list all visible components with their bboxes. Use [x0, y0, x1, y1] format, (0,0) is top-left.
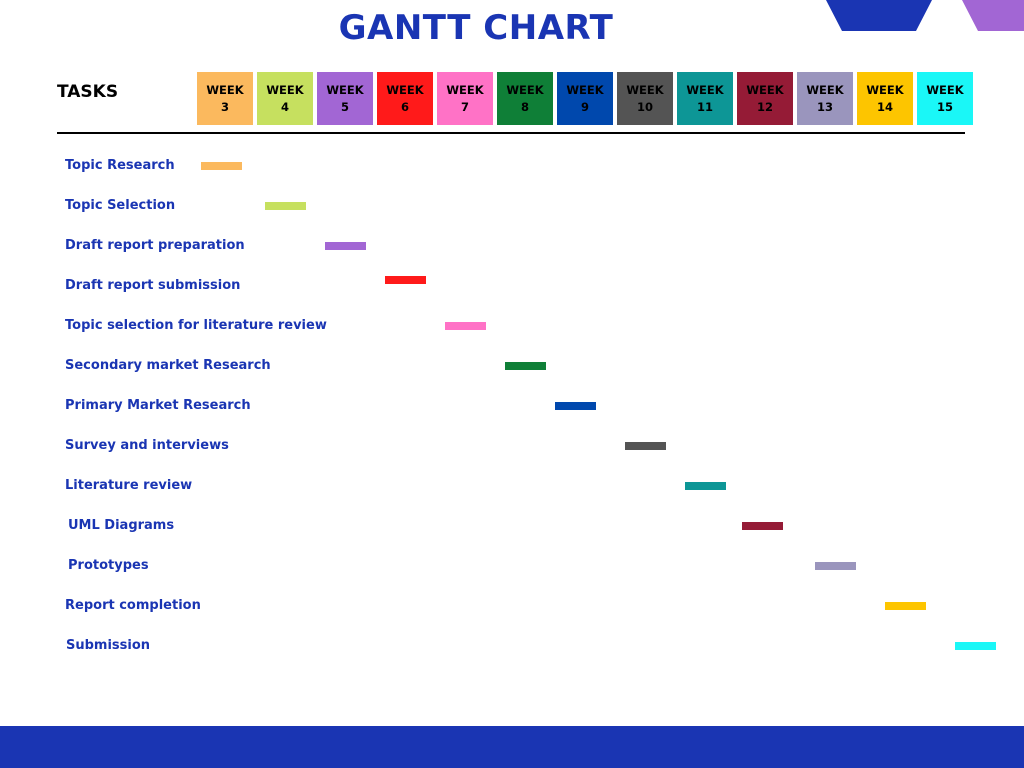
week-header-number: 7	[460, 99, 469, 114]
task-label: Literature review	[65, 478, 193, 493]
page-title: GANTT CHART	[338, 8, 614, 48]
week-header-label: WEEK	[506, 82, 544, 97]
week-header-number: 14	[876, 99, 893, 114]
week-header-number: 9	[580, 99, 589, 114]
week-header-number: 3	[220, 99, 229, 114]
week-header-13: WEEK 13	[797, 72, 853, 125]
task-label: Prototypes	[68, 558, 149, 573]
deco-purple-trapezoid	[962, 0, 1024, 31]
task-label: Draft report submission	[65, 278, 241, 293]
week-header-14: WEEK 14	[857, 72, 913, 125]
week-header-number: 11	[696, 99, 713, 114]
tasks-header: TASKS	[57, 82, 119, 102]
task-bar	[201, 162, 242, 170]
week-header-11: WEEK 11	[677, 72, 733, 125]
task-label: Submission	[66, 638, 151, 653]
task-bar	[505, 362, 546, 370]
week-header-12: WEEK 12	[737, 72, 793, 125]
week-header-number: 6	[400, 99, 409, 114]
week-header-3: WEEK 3	[197, 72, 253, 125]
task-bar	[815, 562, 856, 570]
week-header-9: WEEK 9	[557, 72, 613, 125]
week-header-10: WEEK 10	[617, 72, 673, 125]
week-header-label: WEEK	[266, 82, 304, 97]
week-header-label: WEEK	[746, 82, 784, 97]
week-header-6: WEEK 6	[377, 72, 433, 125]
corner-decoration	[826, 0, 1024, 31]
week-header-label: WEEK	[386, 82, 424, 97]
task-label: Draft report preparation	[65, 238, 245, 253]
week-header-label: WEEK	[686, 82, 724, 97]
task-bar	[625, 442, 666, 450]
week-header-label: WEEK	[446, 82, 484, 97]
week-header-8: WEEK 8	[497, 72, 553, 125]
task-label: Secondary market Research	[65, 358, 271, 373]
task-bar	[265, 202, 306, 210]
task-label: Survey and interviews	[65, 438, 229, 453]
week-header-number: 15	[936, 99, 953, 114]
week-header-4: WEEK 4	[257, 72, 313, 125]
task-label: Primary Market Research	[65, 398, 251, 413]
week-header-number: 10	[636, 99, 653, 114]
task-bar	[685, 482, 726, 490]
week-header-number: 12	[756, 99, 773, 114]
task-label: UML Diagrams	[68, 518, 175, 533]
task-bar	[885, 602, 926, 610]
task-label: Report completion	[65, 598, 201, 613]
header-divider	[57, 132, 965, 134]
task-bar	[742, 522, 783, 530]
task-label: Topic Selection	[65, 198, 176, 213]
task-label: Topic selection for literature review	[65, 318, 327, 333]
footer-bar	[0, 726, 1024, 768]
task-bar	[555, 402, 596, 410]
task-label: Topic Research	[65, 158, 175, 173]
task-bar	[445, 322, 486, 330]
week-header-label: WEEK	[866, 82, 904, 97]
week-header-label: WEEK	[626, 82, 664, 97]
week-header-number: 5	[340, 99, 349, 114]
week-header-7: WEEK 7	[437, 72, 493, 125]
week-header-5: WEEK 5	[317, 72, 373, 125]
week-header-15: WEEK 15	[917, 72, 973, 125]
week-header-label: WEEK	[566, 82, 604, 97]
task-bar	[385, 276, 426, 284]
task-bar	[955, 642, 996, 650]
task-bar	[325, 242, 366, 250]
deco-blue-trapezoid	[826, 0, 932, 31]
week-header-number: 13	[816, 99, 833, 114]
week-header-label: WEEK	[326, 82, 364, 97]
week-header-label: WEEK	[926, 82, 964, 97]
week-header-number: 4	[280, 99, 289, 114]
week-header-number: 8	[520, 99, 529, 114]
week-header-label: WEEK	[806, 82, 844, 97]
week-header-label: WEEK	[206, 82, 244, 97]
